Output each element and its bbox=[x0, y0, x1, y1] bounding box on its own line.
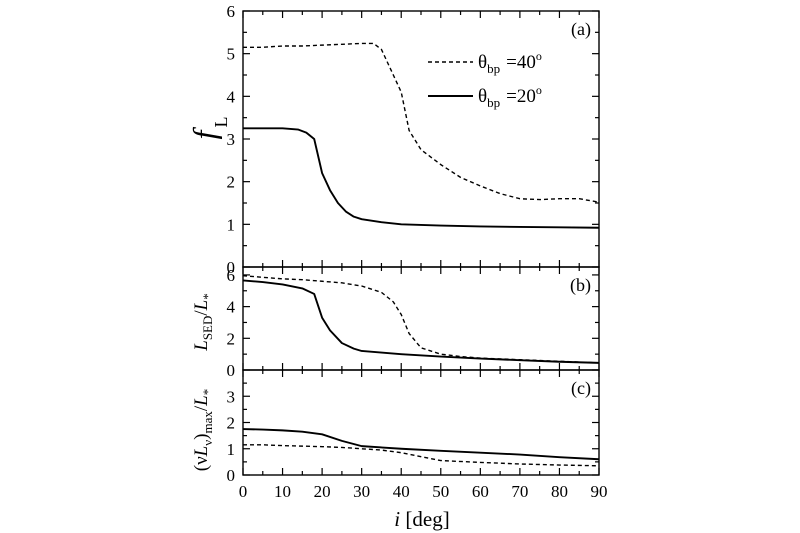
series-line-solid bbox=[242, 428, 600, 461]
panel-label-c: (c) bbox=[571, 378, 591, 399]
panel-frame-a bbox=[242, 10, 600, 268]
legend-label: θbp =20o bbox=[478, 83, 542, 110]
panel-b: 0 2 4 6 (b) bbox=[227, 266, 600, 380]
y-tick-label: 3 bbox=[227, 130, 236, 149]
x-tick-label: 30 bbox=[353, 482, 370, 501]
y-tick-label: 3 bbox=[227, 387, 236, 406]
y-label-c: (νLν)max/L* bbox=[191, 389, 215, 471]
panel-a: 0 1 2 3 4 5 6 (a) θbp =40o θbp =20o bbox=[227, 2, 600, 277]
y-tick-label: 1 bbox=[227, 440, 236, 459]
x-tick-label: 50 bbox=[432, 482, 449, 501]
panel-frame-c bbox=[242, 369, 600, 476]
y-label-b: LSED/L* bbox=[191, 293, 215, 352]
y-tick-label: 1 bbox=[227, 215, 236, 234]
y-tick-label: 4 bbox=[227, 298, 236, 317]
y-tick-label: 6 bbox=[227, 2, 236, 21]
x-axis-label: i [deg] bbox=[394, 507, 449, 531]
legend: θbp =40o θbp =20o bbox=[428, 49, 542, 110]
x-tick-label: 10 bbox=[274, 482, 291, 501]
y-axis-label-b: LSED/L* bbox=[191, 293, 215, 352]
y-tick-label: 5 bbox=[227, 45, 236, 64]
panel-label-b: (b) bbox=[570, 275, 591, 296]
y-tick-label: 2 bbox=[227, 173, 236, 192]
series-line-solid bbox=[242, 279, 600, 364]
x-tick-label: 40 bbox=[393, 482, 410, 501]
legend-label: θbp =40o bbox=[478, 49, 542, 76]
x-tick-label: 60 bbox=[472, 482, 489, 501]
y-tick-label: 4 bbox=[227, 87, 236, 106]
x-tick-label: 80 bbox=[551, 482, 568, 501]
y-label-a-sub: L bbox=[211, 117, 231, 128]
x-tick-label: 0 bbox=[239, 482, 248, 501]
y-axis-label-a: f L bbox=[186, 117, 231, 140]
x-tick-label: 20 bbox=[314, 482, 331, 501]
y-tick-label: 0 bbox=[227, 466, 236, 485]
series-line-solid bbox=[243, 127, 600, 229]
y-axis-label-c: (νLν)max/L* bbox=[191, 389, 215, 471]
y-tick-label: 6 bbox=[227, 266, 236, 285]
series-line-dashed bbox=[243, 42, 600, 203]
y-tick-label: 2 bbox=[227, 414, 236, 433]
x-tick-label: 70 bbox=[511, 482, 528, 501]
series-line-dashed bbox=[242, 275, 600, 364]
y-tick-label: 0 bbox=[227, 258, 236, 277]
panel-label-a: (a) bbox=[571, 19, 591, 40]
y-tick-label: 2 bbox=[227, 329, 236, 348]
y-tick-label: 0 bbox=[227, 361, 236, 380]
x-tick-label: 90 bbox=[591, 482, 608, 501]
